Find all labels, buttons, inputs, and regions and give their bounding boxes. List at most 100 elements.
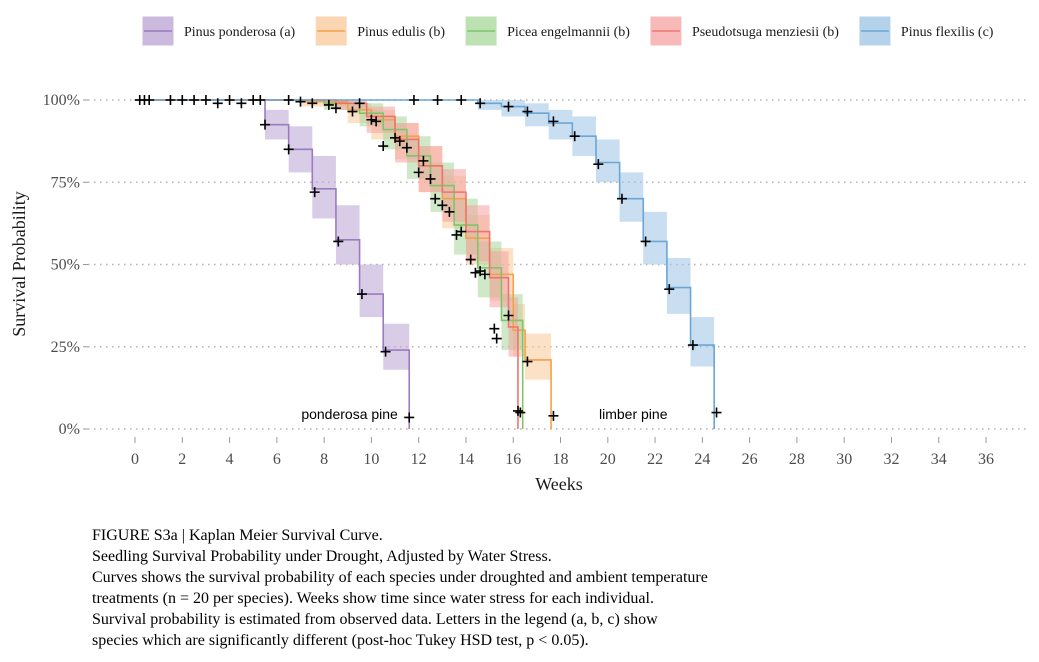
ci-band [643, 211, 667, 265]
caption-line: treatments (n = 20 per species). Weeks s… [92, 590, 654, 607]
x-tick-label: 0 [131, 451, 139, 468]
censor-mark [165, 95, 176, 105]
caption-line: FIGURE S3a | Kaplan Meier Survival Curve… [92, 527, 383, 544]
legend-label: Pinus flexilis (c) [901, 25, 994, 40]
censor-mark [404, 412, 415, 423]
curve-annotation: limber pine [599, 406, 668, 422]
ci-band [312, 155, 336, 219]
survival-chart: Pinus ponderosa (a) Pinus edulis (b) Picea… [9, 15, 1030, 494]
censor-mark [354, 98, 365, 109]
censor-mark [380, 346, 391, 357]
censor-mark [177, 95, 188, 105]
censor-mark [307, 98, 318, 109]
x-tick-label: 32 [883, 451, 899, 468]
censor-mark [390, 132, 401, 143]
censor-mark [255, 95, 266, 105]
x-tick-label: 18 [553, 451, 569, 468]
caption-line: Curves shows the survival probability of… [92, 569, 708, 586]
caption-line: Seedling Survival Probability under Drou… [92, 548, 552, 565]
legend: Pinus ponderosa (a) Pinus edulis (b) Picea… [141, 15, 994, 47]
censor-mark [569, 131, 580, 142]
ci-band [501, 100, 526, 117]
censor-mark [333, 236, 344, 247]
censor-mark [144, 95, 155, 105]
censor-mark [224, 95, 235, 105]
censor-mark [475, 98, 486, 109]
censor-mark [295, 96, 306, 107]
legend-item: Pinus flexilis (c) [858, 15, 994, 47]
censor-mark [432, 95, 443, 105]
censor-mark [522, 106, 533, 117]
x-tick-label: 16 [505, 451, 521, 468]
censor-mark [189, 95, 200, 105]
censor-mark [512, 405, 523, 416]
censor-mark [470, 267, 481, 278]
x-tick-label: 6 [273, 451, 281, 468]
censor-marks [134, 95, 722, 423]
censor-mark [616, 193, 627, 204]
grid [88, 99, 1030, 430]
censor-mark [283, 95, 294, 105]
x-tick-label: 8 [320, 451, 328, 468]
censor-mark [515, 407, 526, 418]
censor-mark [212, 98, 223, 109]
censor-mark [356, 289, 367, 300]
censor-mark [503, 101, 514, 112]
censor-mark [475, 266, 486, 277]
y-tick-label: 50% [51, 257, 80, 274]
censor-mark [200, 95, 211, 105]
x-tick-label: 4 [226, 451, 234, 468]
censor-mark [236, 98, 247, 109]
censor-mark [522, 356, 533, 367]
ci-band [548, 109, 573, 140]
censor-mark [465, 254, 476, 265]
censor-mark [418, 155, 429, 166]
x-tick-label: 20 [600, 451, 616, 468]
ci-band [666, 257, 691, 314]
y-axis-title: Survival Probability [9, 191, 29, 337]
ci-band [525, 333, 552, 380]
censor-mark [640, 236, 651, 247]
x-tick-label: 10 [363, 451, 379, 468]
y-tick-label: 0% [59, 421, 80, 438]
x-tick-label: 34 [931, 451, 947, 468]
x-tick-label: 36 [978, 451, 994, 468]
legend-item: Pinus edulis (b) [314, 15, 445, 47]
censor-mark [456, 226, 467, 237]
legend-item: Pseudotsuga menziesii (b) [649, 15, 839, 47]
ci-band [383, 323, 410, 370]
x-tick-label: 30 [836, 451, 852, 468]
axes: 0%25%50%75%100%0 2 4 6 8 10 12 14 16 18 20 22 24 26 28… [43, 92, 994, 468]
survival-lines [135, 99, 715, 429]
x-tick-label: 26 [742, 451, 758, 468]
ci-band [335, 205, 360, 265]
legend-item: Picea engelmannii (b) [464, 15, 630, 47]
censor-mark [711, 407, 722, 418]
ci-band [359, 264, 384, 318]
x-tick-label: 24 [694, 451, 710, 468]
censor-mark [347, 106, 358, 117]
censor-mark [503, 310, 514, 321]
censor-mark [456, 95, 467, 105]
caption-line: Survival probability is estimated from o… [92, 611, 658, 628]
ci-band [690, 317, 715, 367]
x-axis-title: Weeks [535, 474, 583, 494]
censor-mark [413, 167, 424, 178]
x-tick-label: 28 [789, 451, 805, 468]
curve-annotation: ponderosa pine [301, 406, 398, 422]
legend-label: Pseudotsuga menziesii (b) [692, 25, 839, 40]
censor-mark [283, 144, 294, 155]
censor-mark [430, 193, 441, 204]
censor-mark [309, 187, 320, 198]
annotations: ponderosa pine limber pine [301, 406, 667, 422]
censor-mark [366, 114, 377, 125]
censor-mark [687, 340, 698, 351]
censor-mark [330, 103, 341, 114]
censor-mark [593, 159, 604, 170]
censor-mark [260, 119, 271, 130]
ci-band [619, 172, 644, 222]
y-tick-label: 75% [51, 174, 80, 191]
ci-band [525, 103, 549, 127]
censor-mark [371, 116, 382, 127]
legend-label: Pinus edulis (b) [357, 25, 445, 40]
